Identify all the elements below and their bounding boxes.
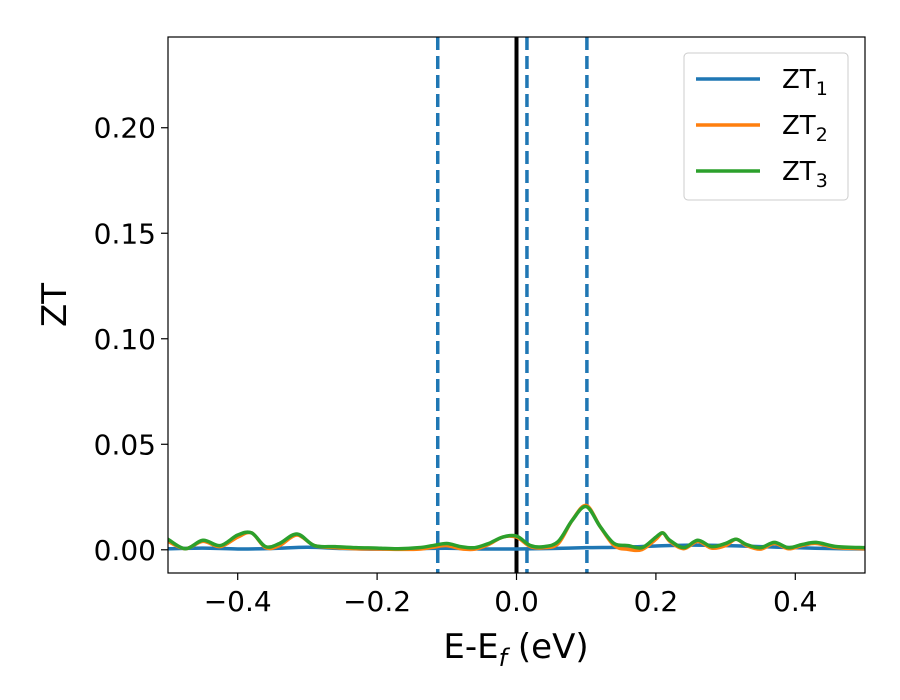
x-tick-label: 0.0 — [494, 585, 539, 618]
x-tick-label: 0.4 — [773, 585, 818, 618]
series-lines — [168, 503, 865, 553]
y-tick-label: 0.15 — [94, 217, 156, 250]
legend-entry-label: ZT2 — [782, 111, 828, 146]
x-tick-label: 0.2 — [634, 585, 679, 618]
y-axis-label: ZT — [35, 283, 75, 327]
x-tick-label: −0.4 — [204, 585, 272, 618]
y-tick-label: 0.00 — [94, 534, 156, 567]
legend-box — [683, 52, 849, 201]
reference-lines — [435, 37, 589, 573]
x-tick-label: −0.2 — [343, 585, 411, 618]
x-axis-label: E-Ef (eV) — [443, 627, 588, 672]
y-tick-label: 0.05 — [94, 428, 156, 461]
y-tick-label: 0.20 — [94, 112, 156, 145]
x-axis-ticks: −0.4 −0.2 0.0 0.2 0.4 — [204, 573, 818, 618]
y-axis-ticks: 0.00 0.05 0.10 0.15 0.20 — [94, 112, 168, 567]
legend-entry-label: ZT3 — [782, 157, 828, 192]
legend: ZT1 ZT2 ZT3 — [683, 52, 849, 201]
series-line-zt3 — [168, 504, 865, 551]
legend-entry-label: ZT1 — [782, 65, 828, 100]
y-tick-label: 0.10 — [94, 323, 156, 356]
